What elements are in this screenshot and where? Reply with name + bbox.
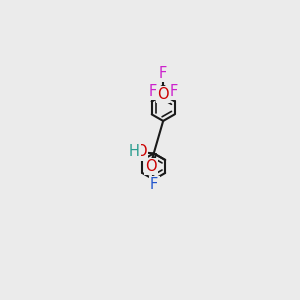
- Text: H: H: [129, 144, 140, 159]
- Text: F: F: [170, 84, 178, 99]
- Text: O: O: [158, 87, 169, 102]
- Text: F: F: [150, 177, 158, 192]
- Text: O: O: [145, 159, 157, 174]
- Text: F: F: [148, 84, 156, 99]
- Text: O: O: [136, 144, 147, 159]
- Text: F: F: [159, 66, 167, 81]
